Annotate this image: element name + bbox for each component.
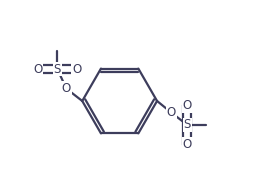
Text: S: S: [183, 118, 191, 131]
Text: O: O: [33, 62, 43, 76]
Text: O: O: [183, 99, 192, 112]
Text: O: O: [183, 138, 192, 151]
Text: O: O: [167, 106, 176, 119]
Text: O: O: [72, 62, 82, 76]
Text: S: S: [54, 62, 61, 76]
Text: O: O: [62, 82, 71, 95]
